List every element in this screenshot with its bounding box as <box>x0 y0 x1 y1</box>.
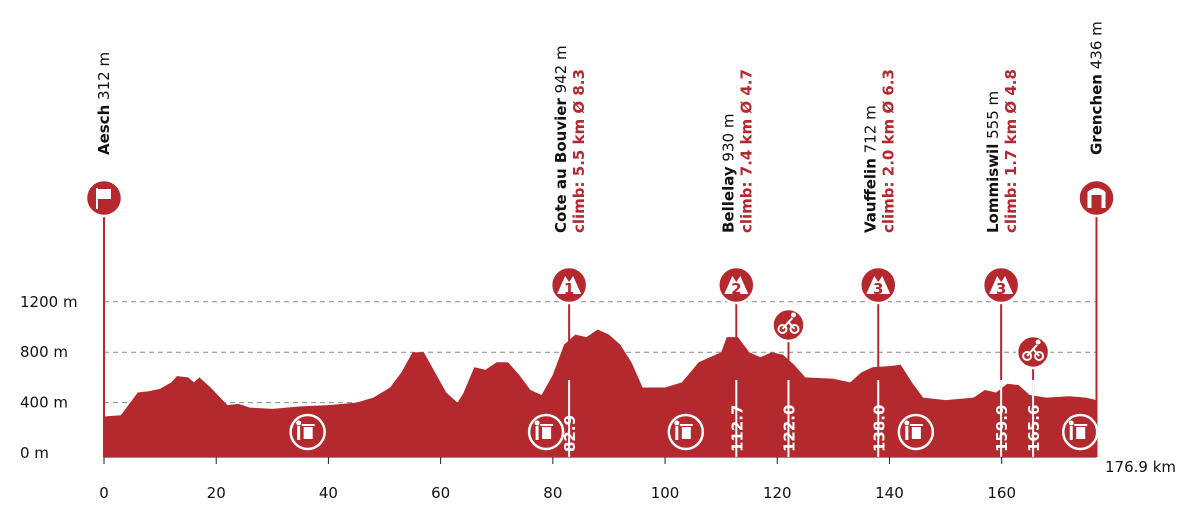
start-flag <box>98 189 111 199</box>
x-tick-label: 40 <box>319 484 338 502</box>
bin-lid <box>301 424 315 426</box>
bin <box>303 427 313 439</box>
person-head <box>1068 420 1074 426</box>
wheel <box>777 324 788 334</box>
y-tick-label: 1200 m <box>20 293 78 311</box>
rider <box>781 317 796 330</box>
climb-detail: climb: 5.5 km Ø 8.3 <box>570 69 588 233</box>
y-tick-label: 800 m <box>20 343 68 361</box>
place-name: Grenchen <box>1088 74 1106 155</box>
wheel <box>1034 351 1045 361</box>
bin-lid <box>540 424 554 426</box>
elevation-profile <box>104 329 1097 457</box>
x-tick-label: 80 <box>543 484 562 502</box>
kom-category: 3 <box>873 280 883 298</box>
person-head <box>674 420 680 426</box>
place-label: Grenchen 436 m <box>1088 21 1106 155</box>
kom-mountain <box>866 276 891 294</box>
person-head <box>904 420 910 426</box>
sprint-km: 122.0 <box>780 405 798 452</box>
bin <box>911 427 921 439</box>
kom-category: 2 <box>731 280 741 298</box>
place-label: Cote au Bouvier 942 m <box>552 45 570 233</box>
rider-head <box>1035 339 1041 345</box>
wheel <box>1022 351 1033 361</box>
x-tick-label: 20 <box>207 484 226 502</box>
y-tick-label: 0 m <box>20 444 49 462</box>
bin <box>681 427 691 439</box>
rider <box>1026 344 1040 357</box>
waste-zone-icon <box>897 413 935 451</box>
sprint-icon <box>1015 334 1051 370</box>
place-elevation: 312 m <box>95 52 113 100</box>
person-head <box>296 420 302 426</box>
place-elevation: 555 m <box>984 91 1002 139</box>
place-elevation: 930 m <box>719 114 737 162</box>
wheel <box>789 324 800 334</box>
finish-icon <box>1077 178 1116 218</box>
x-tick-label: 140 <box>875 484 904 502</box>
kom-mountain <box>724 276 749 294</box>
x-tick-label: 120 <box>763 484 792 502</box>
climb-km: 82.9 <box>561 415 579 452</box>
place-label: Bellelay 930 m <box>719 114 737 233</box>
climb-km: 138.0 <box>870 405 888 452</box>
climb-km: 112.7 <box>728 405 746 452</box>
waste-zone-icon <box>289 413 326 451</box>
place-name: Cote au Bouvier <box>552 98 570 233</box>
finish-arch <box>1087 188 1106 208</box>
bin-lid <box>909 424 923 426</box>
climb-detail: climb: 7.4 km Ø 4.7 <box>737 69 755 233</box>
place-name: Vauffelin <box>861 158 879 233</box>
y-tick-label: 400 m <box>20 394 68 412</box>
climb-detail: climb: 1.7 km Ø 4.8 <box>1002 69 1020 233</box>
bin <box>542 427 552 439</box>
waste-zone-icon <box>1061 413 1099 451</box>
rider-head <box>790 312 796 318</box>
x-tick-label: 160 <box>987 484 1016 502</box>
place-name: Bellelay <box>719 166 737 233</box>
place-name: Aesch <box>95 105 113 155</box>
kom-category: 3 <box>996 280 1006 298</box>
bin-lid <box>679 424 693 426</box>
sprint-icon <box>771 307 806 343</box>
x-tick-label: 60 <box>431 484 450 502</box>
climb-km: 159.9 <box>993 405 1011 452</box>
kom-category: 1 <box>564 280 574 298</box>
waste-zone-icon <box>667 413 705 451</box>
place-label: Vauffelin 712 m <box>861 105 879 233</box>
place-label: Lommiswil 555 m <box>984 91 1002 233</box>
x-tick-label: 0 <box>99 484 109 502</box>
place-elevation: 712 m <box>861 105 879 153</box>
sprint-km: 165.6 <box>1025 405 1043 452</box>
place-label: Aesch 312 m <box>95 52 113 155</box>
kom-mountain <box>989 276 1014 294</box>
waste-zone-icon <box>527 413 565 451</box>
person-head <box>534 420 540 426</box>
place-name: Lommiswil <box>984 144 1002 233</box>
climb-detail: climb: 2.0 km Ø 6.3 <box>879 69 897 233</box>
place-elevation: 436 m <box>1088 21 1106 69</box>
bin-lid <box>1074 424 1088 426</box>
distance-label: 176.9 km <box>1105 458 1176 476</box>
kom-mountain <box>557 276 582 294</box>
place-elevation: 942 m <box>552 45 570 93</box>
bin <box>1076 427 1086 439</box>
x-tick-label: 100 <box>651 484 680 502</box>
